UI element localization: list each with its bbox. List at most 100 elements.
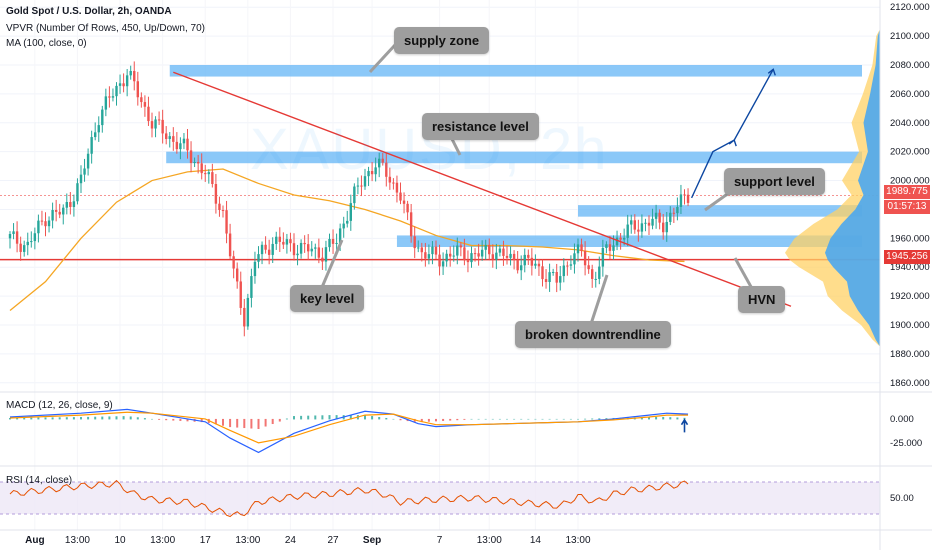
- candle-body: [193, 162, 196, 164]
- macd-histogram-bar: [513, 418, 516, 420]
- macd-histogram-bar: [470, 418, 473, 420]
- symbol-title[interactable]: Gold Spot / U.S. Dollar, 2h, OANDA: [6, 6, 172, 17]
- candle-body: [413, 236, 416, 249]
- macd-legend[interactable]: MACD (12, 26, close, 9): [6, 400, 113, 411]
- broken-downtrendline-callout[interactable]: broken downtrendline: [515, 321, 671, 348]
- macd-histogram-bar: [122, 416, 125, 420]
- candle-body: [466, 260, 470, 263]
- candle-body: [37, 220, 40, 234]
- candle-body: [516, 259, 519, 271]
- price-tick-label: 2080.000: [890, 60, 930, 71]
- macd-histogram-bar: [136, 417, 139, 420]
- candle-body: [424, 252, 427, 259]
- rsi-tick-label: 50.00: [890, 493, 914, 504]
- candle-body: [33, 233, 37, 242]
- macd-histogram-bar: [463, 418, 466, 420]
- candle-body: [363, 176, 367, 187]
- price-tick-label: 2040.000: [890, 118, 930, 129]
- macd-histogram-bar: [534, 418, 537, 420]
- macd-histogram-bar: [172, 418, 175, 421]
- price-tick-label: 1920.000: [890, 291, 930, 302]
- macd-tick-label: -25.000: [890, 438, 922, 449]
- candle-body: [576, 244, 580, 254]
- macd-histogram-bar: [143, 418, 146, 420]
- candle-body: [562, 265, 565, 277]
- arrow-head: [767, 68, 776, 76]
- candle-body: [612, 245, 615, 251]
- candle-body: [204, 173, 207, 175]
- candle-body: [647, 222, 651, 226]
- macd-histogram-bar: [16, 417, 19, 420]
- candle-body: [196, 162, 200, 164]
- candle-body: [200, 163, 203, 174]
- candle-body: [62, 207, 65, 215]
- candle-body: [182, 138, 186, 144]
- candle-body: [47, 220, 51, 227]
- candle-body: [452, 255, 455, 257]
- supply-zone-callout[interactable]: supply zone: [394, 27, 490, 54]
- price-tick-label: 1860.000: [890, 378, 930, 389]
- candle-body: [147, 106, 150, 122]
- candle-body: [505, 255, 509, 258]
- downtrendline: [173, 71, 792, 307]
- candle-body: [172, 136, 175, 142]
- macd-histogram-bar: [236, 418, 239, 428]
- macd-histogram-bar: [371, 416, 374, 420]
- macd-histogram-bar: [349, 415, 352, 420]
- resistance-level-callout[interactable]: resistance level: [422, 113, 539, 140]
- macd-histogram-bar: [591, 418, 594, 420]
- macd-histogram-bar: [9, 417, 11, 420]
- candle-body: [580, 244, 583, 251]
- candle-body: [243, 307, 246, 327]
- candle-body: [44, 221, 47, 227]
- candle-body: [285, 239, 289, 245]
- candle-body: [548, 272, 551, 282]
- candle-body: [335, 242, 338, 244]
- ma100-line: [9, 168, 685, 312]
- candle-body: [591, 269, 594, 279]
- candle-body: [260, 244, 264, 255]
- macd-tick-label: 0.000: [890, 414, 914, 425]
- candle-body: [427, 254, 431, 259]
- macd-histogram-bar: [477, 418, 480, 420]
- support-level-callout[interactable]: support level: [724, 168, 825, 195]
- candle-body: [605, 244, 608, 249]
- time-tick-label: 13:00: [477, 535, 502, 546]
- candle-body: [303, 242, 306, 245]
- candle-body: [651, 218, 654, 226]
- candle-body: [161, 119, 164, 134]
- time-tick-label: 27: [327, 535, 339, 546]
- hvn-callout[interactable]: HVN: [738, 286, 786, 313]
- zone-key-level: [396, 235, 862, 247]
- macd-histogram-bar: [385, 417, 388, 420]
- candle-body: [211, 172, 214, 185]
- candle-body: [83, 168, 86, 175]
- price-tick-label: 1940.000: [890, 262, 930, 273]
- candle-body: [65, 202, 68, 208]
- time-tick-label: 7: [437, 535, 443, 546]
- candle-body: [90, 137, 93, 154]
- candle-body: [484, 244, 487, 250]
- macd-histogram-bar: [44, 417, 47, 420]
- rsi-legend[interactable]: RSI (14, close): [6, 475, 73, 486]
- macd-histogram-bar: [278, 418, 281, 422]
- price-tick-label: 2000.000: [890, 176, 930, 187]
- macd-histogram-bar: [676, 417, 679, 420]
- candle-body: [395, 182, 399, 193]
- macd-histogram-bar: [420, 418, 423, 423]
- candle-body: [637, 229, 640, 232]
- macd-histogram-bar: [506, 418, 508, 420]
- macd-histogram-bar: [101, 416, 104, 420]
- macd-histogram-bar: [229, 418, 232, 428]
- ma-legend[interactable]: MA (100, close, 0): [6, 38, 87, 49]
- macd-histogram-bar: [648, 417, 650, 420]
- macd-histogram-bar: [80, 417, 82, 420]
- key-level-callout[interactable]: key level: [290, 285, 365, 312]
- vpvr-legend[interactable]: VPVR (Number Of Rows, 450, Up/Down, 70): [6, 23, 205, 34]
- time-tick-label: 24: [285, 535, 297, 546]
- candle-body: [76, 183, 79, 202]
- time-tick-label: 13:00: [235, 535, 260, 546]
- macd-histogram-bar: [548, 418, 551, 420]
- candle-body: [370, 171, 374, 175]
